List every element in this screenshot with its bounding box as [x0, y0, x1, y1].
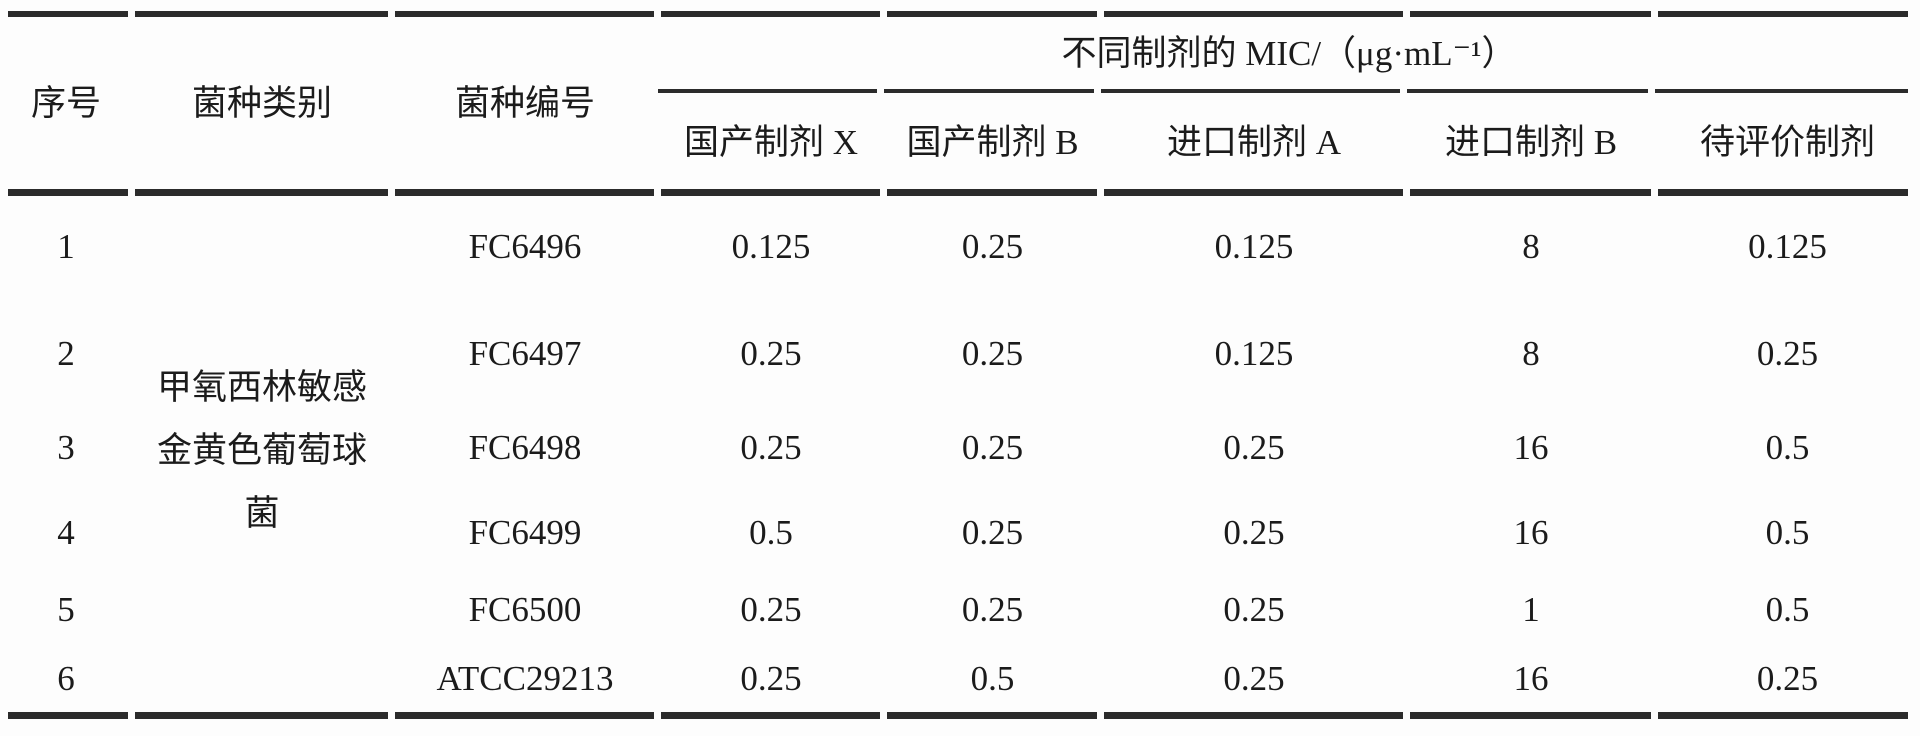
cell-seq: 2	[57, 334, 75, 373]
cell-mic-value: 0.25	[1223, 428, 1285, 467]
cell-mic-value: 16	[1513, 659, 1549, 698]
table-row: 5 FC6500 0.25 0.25 0.25 1 0.5	[0, 573, 1920, 647]
cell-mic-value: 0.25	[740, 334, 802, 373]
cell-seq: 3	[57, 428, 75, 467]
cell-mic-value: 0.5	[970, 659, 1015, 698]
subheader-import-a: 进口制剂 A	[1166, 122, 1342, 162]
cell-mic-value: 0.125	[731, 227, 811, 266]
cell-mic-value: 0.25	[961, 513, 1024, 552]
table-header-rule	[8, 189, 1908, 196]
cell-mic-value: 0.25	[961, 428, 1024, 467]
cell-mic-value: 0.25	[961, 590, 1024, 629]
mic-group-underline-rule	[658, 89, 1908, 93]
cell-strain-code: FC6496	[468, 227, 582, 266]
cell-mic-value: 0.25	[1756, 659, 1819, 698]
cell-strain-code: FC6497	[468, 334, 582, 373]
species-line: 菌	[244, 493, 280, 533]
cell-mic-value: 0.25	[740, 590, 802, 629]
subheader-to-evaluate: 待评价制剂	[1700, 122, 1876, 162]
cell-seq: 6	[57, 659, 75, 698]
cell-mic-value: 8	[1522, 227, 1540, 266]
cell-mic-value: 0.25	[961, 227, 1024, 266]
header-code: 菌种编号	[454, 83, 595, 123]
cell-seq: 1	[57, 227, 75, 266]
cell-mic-value: 0.125	[1214, 334, 1294, 373]
table-row: 6 ATCC29213 0.25 0.5 0.25 16 0.25	[0, 647, 1920, 711]
subheader-domestic-x: 国产制剂 X	[683, 122, 859, 162]
header-seq: 序号	[30, 83, 101, 123]
subheader-domestic-b: 国产制剂 B	[906, 122, 1079, 162]
header-row-group: 序号 菌种类别 菌种编号 不同制剂的 MIC/（μg·mL⁻¹）	[0, 11, 1920, 123]
header-mic-group: 不同制剂的 MIC/（μg·mL⁻¹）	[1061, 33, 1517, 73]
table-row: 4 FC6499 0.5 0.25 0.25 16 0.5	[0, 493, 1920, 573]
species-line: 甲氧西林敏感	[156, 367, 367, 407]
cell-mic-value: 0.5	[1765, 428, 1810, 467]
table-row: 3 FC6498 0.25 0.25 0.25 16 0.5	[0, 403, 1920, 493]
table-top-rule	[8, 11, 1908, 17]
table-row: 2 FC6497 0.25 0.25 0.125 8 0.25	[0, 305, 1920, 403]
cell-mic-value: 0.125	[1214, 227, 1294, 266]
cell-mic-value: 1	[1522, 590, 1540, 629]
cell-species-name: 甲氧西林敏感 金黄色葡萄球 菌	[132, 189, 392, 711]
cell-mic-value: 8	[1522, 334, 1540, 373]
cell-strain-code: FC6499	[468, 513, 582, 552]
cell-mic-value: 16	[1513, 428, 1549, 467]
cell-strain-code: FC6498	[468, 428, 582, 467]
cell-mic-value: 0.25	[961, 334, 1024, 373]
table-bottom-rule	[8, 712, 1908, 719]
cell-mic-value: 0.125	[1748, 227, 1827, 266]
header-row-sub: 国产制剂 X 国产制剂 B 进口制剂 A 进口制剂 B 待评价制剂	[0, 89, 1920, 189]
cell-mic-value: 16	[1513, 513, 1549, 552]
subheader-import-b: 进口制剂 B	[1444, 122, 1618, 162]
cell-mic-value: 0.25	[1756, 334, 1819, 373]
species-line: 金黄色葡萄球	[156, 430, 367, 470]
cell-mic-value: 0.25	[1223, 590, 1285, 629]
cell-strain-code: ATCC29213	[436, 659, 614, 698]
cell-mic-value: 0.25	[740, 428, 802, 467]
cell-mic-value: 0.5	[749, 513, 793, 552]
mic-table: 序号 菌种类别 菌种编号 不同制剂的 MIC/（μg·mL⁻¹） 国产制剂 X …	[0, 11, 1920, 711]
cell-mic-value: 0.5	[1765, 590, 1810, 629]
cell-mic-value: 0.25	[1223, 513, 1285, 552]
cell-seq: 5	[57, 590, 75, 629]
cell-strain-code: FC6500	[468, 590, 582, 629]
cell-mic-value: 0.5	[1765, 513, 1810, 552]
cell-mic-value: 0.25	[740, 659, 802, 698]
cell-seq: 4	[57, 513, 75, 552]
header-species: 菌种类别	[191, 83, 332, 123]
table-row: 1 甲氧西林敏感 金黄色葡萄球 菌 FC6496 0.125 0.25 0.12…	[0, 189, 1920, 533]
cell-mic-value: 0.25	[1223, 659, 1285, 698]
